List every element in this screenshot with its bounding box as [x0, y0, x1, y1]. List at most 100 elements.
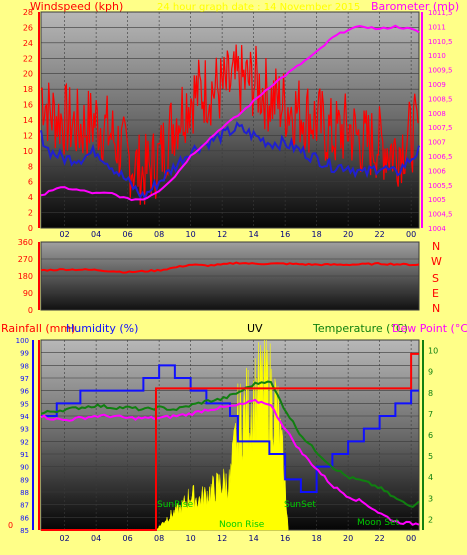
direction-tick-label: 180 [18, 272, 33, 281]
direction-tick-label: 90 [23, 289, 33, 298]
humidity-tick-label: 91 [20, 451, 29, 459]
temperature-tick-label: 2 [428, 515, 433, 524]
temperature-tick-label: 3 [428, 494, 433, 503]
rainfall-series [41, 352, 419, 531]
temperature-tick-label: 8 [428, 389, 433, 398]
lower-x-tick-label: 08 [154, 534, 164, 543]
wind-tick-label: 4 [28, 193, 33, 202]
barometer-tick-label: 1006,5 [428, 153, 453, 161]
wind-tick-label: 0 [28, 224, 33, 233]
barometer-tick-label: 1007,5 [428, 124, 453, 132]
humidity-tick-label: 89 [20, 476, 29, 484]
barometer-tick-label: 1008,5 [428, 95, 453, 103]
wind-tick-label: 8 [28, 162, 33, 171]
humidity-tick-label: 96 [20, 388, 29, 396]
humidity-tick-label: 92 [20, 438, 29, 446]
direction-label-s: S [432, 272, 439, 285]
wind-tick-label: 18 [23, 85, 33, 94]
direction-label-n2: N [432, 302, 440, 315]
wind-x-tick-label: 00 [406, 230, 416, 239]
humidity-tick-label: 98 [20, 362, 29, 370]
wind-tick-label: 12 [23, 131, 33, 140]
temperature-tick-label: 9 [428, 368, 433, 377]
barometer-tick-label: 1004 [428, 225, 446, 233]
wind-tick-label: 14 [23, 116, 33, 125]
humidity-series [41, 364, 419, 493]
rainfall-label: Rainfall (mm) [1, 322, 75, 335]
temperature-tick-label: 7 [428, 410, 433, 419]
humidity-label: Humidity (%) [66, 322, 138, 335]
humidity-tick-label: 97 [20, 375, 29, 383]
temperature-tick-label: 5 [428, 452, 433, 461]
humidity-tick-label: 90 [20, 464, 29, 472]
series-layer [40, 24, 420, 531]
barometer-tick-label: 1010,5 [428, 38, 453, 46]
sunrise-annotation: SunRise [157, 500, 194, 510]
wind-tick-label: 16 [23, 101, 33, 110]
direction-tick-label: 360 [18, 238, 33, 247]
wind-x-tick-label: 12 [217, 230, 227, 239]
dewpoint-series [40, 398, 420, 526]
barometer-tick-label: 1011,5 [428, 9, 453, 17]
average-wind-series [40, 120, 420, 202]
wind-tick-label: 10 [23, 147, 33, 156]
barometer-axis-label: Barometer (mb) [371, 0, 459, 13]
lower-x-tick-label: 18 [312, 534, 322, 543]
temperature-label: Temperature (°C) [312, 322, 408, 335]
lower-x-tick-label: 06 [123, 534, 133, 543]
graph-date-title: 24 hour graph date : 14 November 2015 [157, 2, 360, 13]
wind-x-tick-label: 18 [312, 230, 322, 239]
barometer-tick-label: 1011 [428, 23, 446, 31]
humidity-tick-label: 93 [20, 426, 29, 434]
temperature-tick-label: 6 [428, 431, 433, 440]
humidity-tick-label: 94 [20, 413, 29, 421]
moon-set-annotation: Moon Set [357, 518, 400, 528]
lower-x-tick-label: 22 [375, 534, 385, 543]
direction-label-n: N [432, 240, 440, 253]
wind-tick-label: 22 [23, 54, 33, 63]
sunset-annotation: SunSet [284, 500, 316, 510]
wind-x-tick-label: 08 [154, 230, 164, 239]
barometer-series [40, 24, 420, 202]
barometer-tick-label: 1006 [428, 167, 446, 175]
lower-x-tick-label: 14 [249, 534, 259, 543]
ticks-layer: 024681012141618202224262810041004,510051… [8, 8, 453, 543]
wind-tick-label: 6 [28, 178, 33, 187]
humidity-tick-label: 85 [20, 527, 29, 535]
direction-label-w: W [431, 255, 442, 268]
windspeed-series [40, 44, 419, 205]
wind-tick-label: 26 [23, 23, 33, 32]
humidity-tick-label: 95 [20, 400, 29, 408]
wind-x-tick-label: 16 [280, 230, 290, 239]
lower-x-tick-label: 04 [91, 534, 101, 543]
humidity-tick-label: 100 [16, 337, 29, 345]
noon-rise-annotation: Noon Rise [219, 520, 265, 530]
dewpoint-label: Dew Point (°C) [392, 322, 467, 335]
barometer-tick-label: 1010 [428, 52, 446, 60]
humidity-tick-label: 88 [20, 489, 29, 497]
barometer-tick-label: 1008 [428, 110, 446, 118]
barometer-tick-label: 1009,5 [428, 67, 453, 75]
humidity-tick-label: 86 [20, 514, 29, 522]
lower-x-tick-label: 12 [217, 534, 227, 543]
lower-x-tick-label: 20 [343, 534, 353, 543]
wind-x-tick-label: 06 [123, 230, 133, 239]
windspeed-axis-label: Windspeed (kph) [30, 0, 123, 13]
barometer-tick-label: 1004,5 [428, 211, 453, 219]
wind-tick-label: 2 [28, 209, 33, 218]
humidity-tick-label: 99 [20, 350, 29, 358]
direction-label-e: E [432, 287, 439, 300]
temperature-tick-label: 10 [428, 347, 438, 356]
lower-x-tick-label: 16 [280, 534, 290, 543]
wind-tick-label: 24 [23, 39, 33, 48]
wind-x-tick-label: 22 [375, 230, 385, 239]
rain-tick-label: 0 [8, 521, 13, 530]
lower-x-tick-label: 10 [186, 534, 196, 543]
uv-label: UV [247, 322, 263, 335]
wind-x-tick-label: 20 [343, 230, 353, 239]
temperature-tick-label: 4 [428, 473, 433, 482]
barometer-tick-label: 1007 [428, 139, 446, 147]
wind-x-tick-label: 14 [249, 230, 259, 239]
direction-tick-label: 0 [28, 306, 33, 315]
